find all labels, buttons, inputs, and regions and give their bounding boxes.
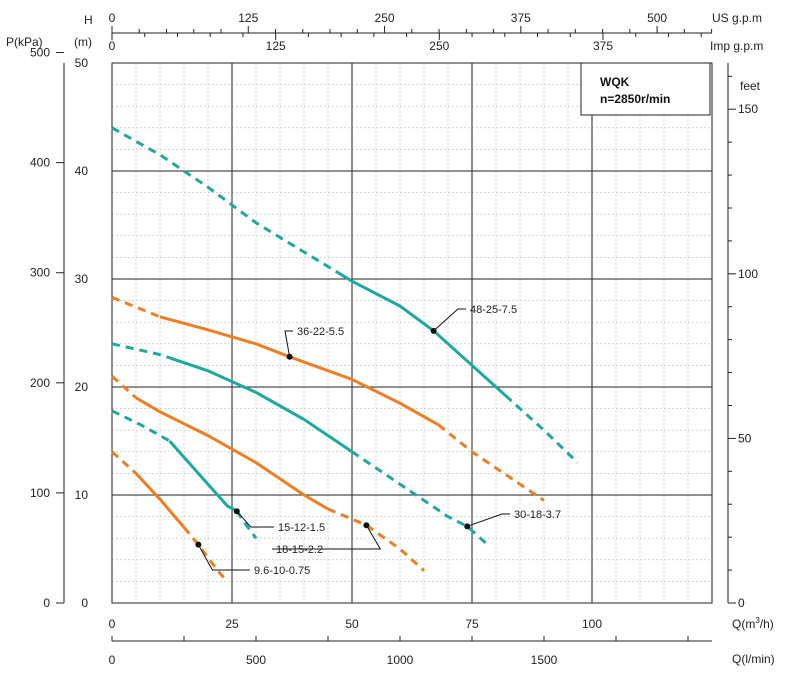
curve-leader-line <box>433 308 466 332</box>
x-us-gpm-tick-label: 0 <box>109 11 116 25</box>
x-lpm-tick-label: 500 <box>246 653 266 667</box>
y-pressure-tick-label: 100 <box>30 486 50 500</box>
x-m3h-tick-label: 50 <box>345 617 359 631</box>
curve-dashed-segment <box>111 409 171 443</box>
x-axis-m3h-label: Q(m3/h) <box>732 616 774 631</box>
superscript-3: 3 <box>755 616 760 625</box>
y-feet-tick-label: 100 <box>738 267 758 281</box>
x-us-gpm-tick-label: 125 <box>238 11 258 25</box>
curve-dashed-segment <box>327 507 426 572</box>
x-lpm-tick-label: 0 <box>109 653 116 667</box>
chart-subtitle: n=2850r/min <box>600 92 670 106</box>
curve-leader-line <box>284 330 293 357</box>
x-imp-gpm-tick-label: 250 <box>429 39 449 53</box>
y-head-tick-label: 10 <box>75 488 89 502</box>
x-us-gpm-tick-label: 500 <box>647 11 667 25</box>
x-imp-gpm-tick-label: 375 <box>593 39 613 53</box>
y-head-tick-label: 30 <box>75 272 89 286</box>
curve-label: 9.6-10-0.75 <box>254 565 310 577</box>
y-pressure-tick-label: 500 <box>30 46 50 60</box>
x-us-gpm-tick-label: 375 <box>511 11 531 25</box>
x-axis-imp-gpm-label: Imp g.p.m <box>710 39 763 53</box>
x-m3h-tick-label: 75 <box>465 617 479 631</box>
x-imp-gpm-tick-label: 0 <box>109 39 116 53</box>
x-m3h-tick-label: 25 <box>225 617 239 631</box>
curve-solid-segment <box>341 274 507 397</box>
curve-label: 30-18-3.7 <box>514 509 561 521</box>
y-feet-tick-label: 150 <box>738 102 758 116</box>
y-axis-head-label: H <box>84 13 93 27</box>
pump-curves <box>110 126 579 583</box>
minor-grid <box>111 62 713 604</box>
y-head-tick-label: 20 <box>75 380 89 394</box>
y-pressure-tick-label: 400 <box>30 156 50 170</box>
x-axis-us-gpm-label: US g.p.m <box>712 11 762 25</box>
x-imp-gpm-tick-label: 125 <box>266 39 286 53</box>
y-head-tick-label: 0 <box>81 596 88 610</box>
curve-solid-segment <box>134 472 186 529</box>
curve-dashed-segment <box>111 342 171 360</box>
curve-dashed-segment <box>111 296 161 319</box>
curve-label: 36-22-5.5 <box>297 326 344 338</box>
curve-leader-line <box>467 513 510 527</box>
curve-label: 48-25-7.5 <box>470 304 517 316</box>
curve-dashed-segment <box>111 126 344 277</box>
y-pressure-tick-label: 0 <box>43 596 50 610</box>
x-us-gpm-tick-label: 250 <box>375 11 395 25</box>
y-axis-pressure-label: P(kPa) <box>6 35 43 49</box>
y-pressure-tick-label: 300 <box>30 266 50 280</box>
curve-leader-line <box>272 524 382 550</box>
y-axis-head-unit: (m) <box>74 35 92 49</box>
curve-dashed-segment <box>110 450 138 475</box>
curve-dashed-segment <box>110 375 138 399</box>
y-pressure-tick-label: 200 <box>30 376 50 390</box>
x-lpm-tick-label: 1000 <box>387 653 414 667</box>
y-axis-feet-label: feet <box>740 79 761 93</box>
y-feet-tick-label: 0 <box>738 596 745 610</box>
x-m3h-tick-label: 0 <box>109 617 116 631</box>
curve-dashed-segment <box>437 423 545 502</box>
curve-label: 15-12-1.5 <box>278 522 325 534</box>
curve-solid-segment <box>135 396 329 511</box>
x-lpm-tick-label: 1500 <box>531 653 558 667</box>
curve-labels: 9.6-10-0.75 15-12-1.5 18-15-2.2 30-18-3.7 36… <box>195 304 561 577</box>
curve-solid-segment <box>169 356 353 454</box>
curve-solid-segment <box>168 440 238 513</box>
chart-title: WQK <box>600 75 630 89</box>
plot-frame <box>111 62 713 604</box>
curve-dashed-segment <box>182 526 229 583</box>
curve-dashed-segment <box>351 450 488 545</box>
y-head-tick-label: 40 <box>75 164 89 178</box>
major-grid <box>111 62 713 604</box>
curve-leader-line <box>236 510 274 528</box>
x-axis-lpm-label: Q(l/min) <box>732 652 775 666</box>
title-box <box>580 62 711 116</box>
curve-label: 18-15-2.2 <box>276 544 323 556</box>
curve-dashed-segment <box>235 510 258 540</box>
curve-dashed-segment <box>504 394 579 464</box>
y-feet-tick-label: 50 <box>738 431 752 445</box>
x-m3h-tick-label: 100 <box>582 617 602 631</box>
curve-leader-line <box>197 544 250 571</box>
y-head-tick-label: 50 <box>75 56 89 70</box>
